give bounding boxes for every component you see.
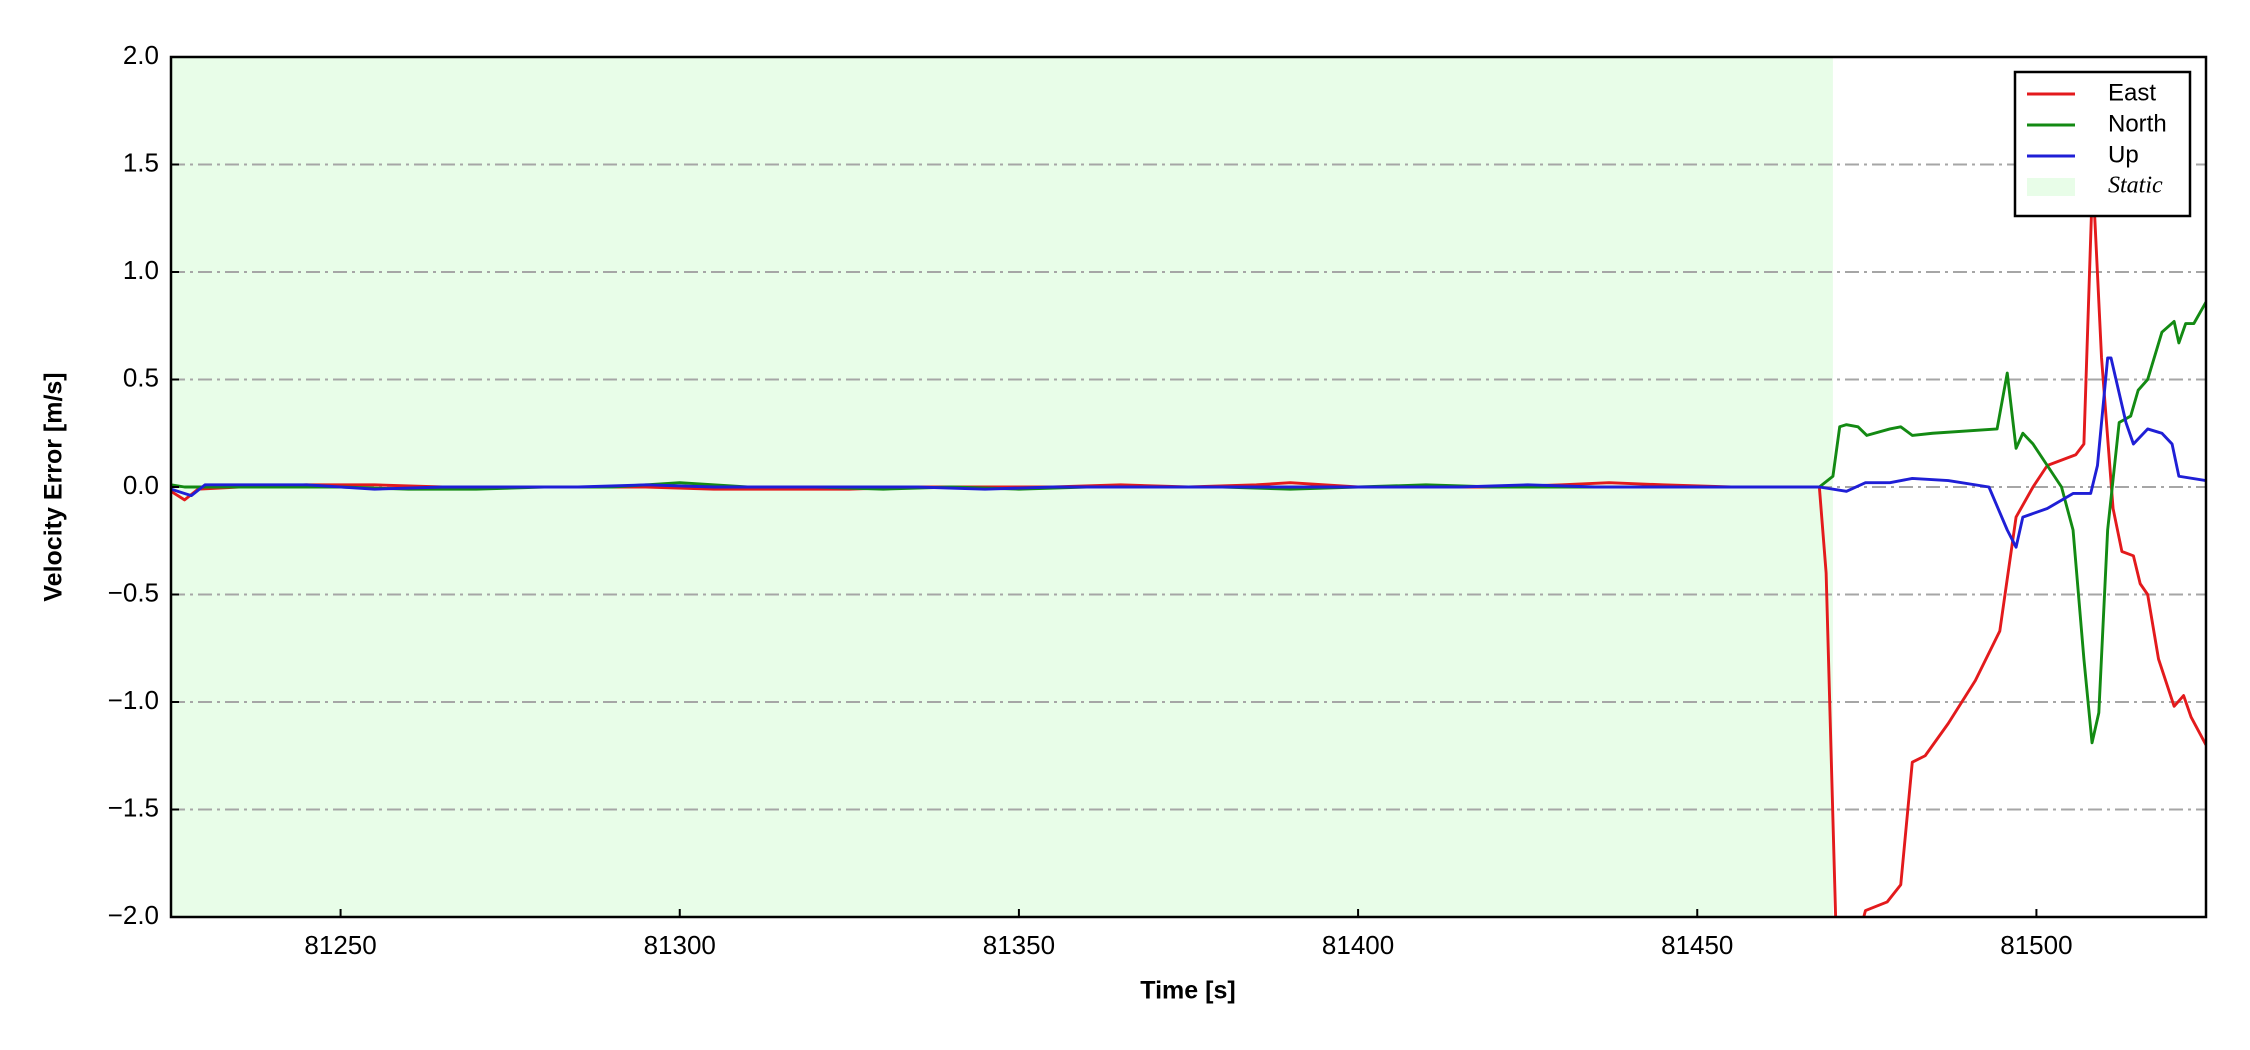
legend-label: North [2108, 110, 2167, 137]
x-tick-label: 81250 [304, 930, 376, 960]
y-tick-label: −1.5 [108, 792, 159, 822]
legend-label: Static [2108, 173, 2163, 199]
y-tick-label: −2.0 [108, 900, 159, 930]
x-tick-label: 81300 [644, 930, 716, 960]
y-axis-label: Velocity Error [m/s] [40, 372, 68, 601]
legend-label: East [2108, 79, 2156, 106]
x-tick-label: 81400 [1322, 930, 1394, 960]
x-tick-label: 81350 [983, 930, 1055, 960]
grid-layer [171, 163, 2206, 811]
x-tick-label: 81500 [2000, 930, 2072, 960]
y-tick-label: 1.0 [123, 255, 159, 285]
y-tick-label: −1.0 [108, 685, 159, 715]
legend-label: Up [2108, 141, 2139, 168]
x-axis-label: Time [s] [1140, 977, 1235, 1005]
y-tick-label: 1.5 [123, 147, 159, 177]
y-tick-label: 0.5 [123, 362, 159, 392]
legend-swatch [2027, 178, 2075, 196]
series-line [171, 356, 2206, 549]
y-tick-label: −0.5 [108, 577, 159, 607]
y-tick-label: 2.0 [123, 40, 159, 70]
y-tick-label: 0.0 [123, 470, 159, 500]
tick-layer: 2.0 1.5 1.0 0.5 0.0 −0.5 −1.0 −1.5 −2.0 81250 8130… [108, 40, 2073, 960]
legend: East North Up Static [2013, 70, 2192, 218]
series-line [171, 301, 2206, 745]
x-tick-label: 81450 [1661, 930, 1733, 960]
line-layer [171, 173, 2206, 917]
